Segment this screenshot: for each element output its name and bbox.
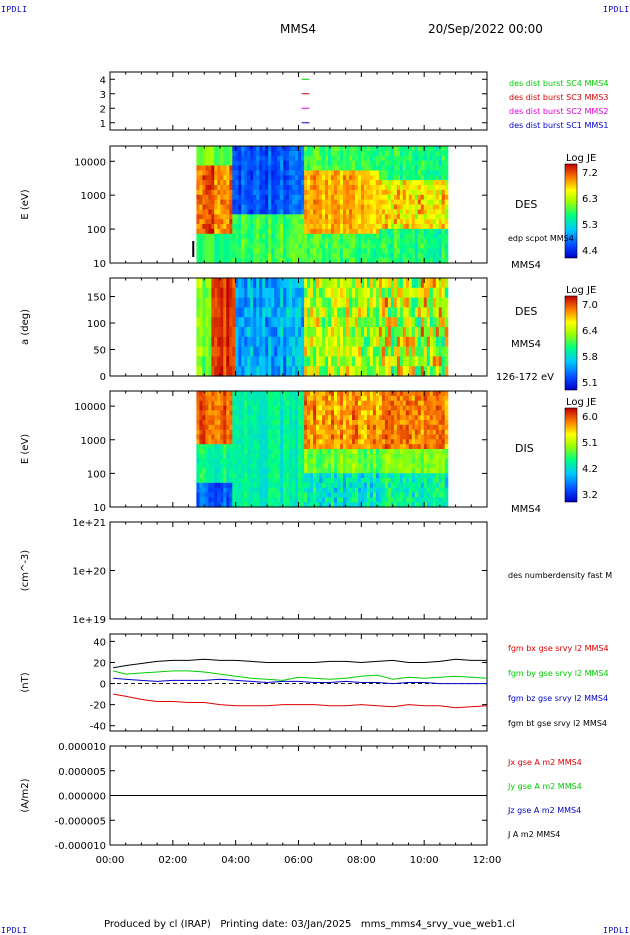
heatmap-cell: [445, 166, 449, 172]
heatmap-cell: [445, 209, 449, 215]
heatmap-cell: [445, 410, 449, 415]
colorbar: [565, 164, 577, 258]
heatmap-cell: [445, 347, 449, 357]
heatmap-cell: [445, 483, 449, 488]
heatmap-cell: [445, 205, 449, 211]
heatmap-cell: [445, 224, 449, 230]
heatmap-cell: [445, 244, 449, 250]
heatmap-cell: [445, 488, 449, 493]
heatmap-cell: [445, 401, 449, 406]
heatmap-cell: [445, 497, 449, 502]
heatmap-cell: [445, 151, 449, 157]
heatmap-cell: [445, 307, 449, 317]
heatmap-cell: [445, 317, 449, 327]
heatmap-cell: [445, 454, 449, 459]
heatmap-cell: [445, 478, 449, 483]
heatmap-cell: [445, 366, 449, 376]
heatmap-cell: [445, 356, 449, 366]
heatmap-cell: [445, 278, 449, 288]
panel-spacecraft-frame: [110, 72, 487, 130]
heatmap-cell: [445, 459, 449, 464]
heatmap-cell: [445, 464, 449, 469]
colorbar: [565, 408, 577, 502]
heatmap-cell: [445, 473, 449, 478]
heatmap-cell: [445, 190, 449, 196]
heatmap-cell: [445, 161, 449, 167]
heatmap-cell: [445, 337, 449, 347]
heatmap-cell: [445, 253, 449, 258]
heatmap-cell: [445, 439, 449, 444]
heatmap-cell: [445, 396, 449, 401]
heatmap-cell: [445, 180, 449, 186]
heatmap-cell: [445, 468, 449, 473]
heatmap-cell: [445, 425, 449, 430]
heatmap-cell: [445, 175, 449, 181]
heatmap-cell: [445, 234, 449, 240]
heatmap-cell: [445, 444, 449, 449]
heatmap-cell: [445, 170, 449, 176]
heatmap-cell: [445, 195, 449, 201]
heatmap-cell: [445, 493, 449, 498]
heatmap-cell: [445, 239, 449, 245]
colorbar: [565, 296, 577, 390]
heatmap-cell: [445, 430, 449, 435]
heatmap-cell: [445, 288, 449, 298]
heatmap-cell: [445, 185, 449, 191]
heatmap-cell: [445, 391, 449, 396]
heatmap-cell: [445, 229, 449, 235]
heatmap-cell: [445, 298, 449, 308]
heatmap-cell: [445, 420, 449, 425]
heatmap-cell: [445, 156, 449, 162]
heatmap-cell: [445, 146, 449, 152]
heatmap-cell: [445, 415, 449, 420]
heatmap-cell: [445, 435, 449, 440]
heatmap-cell: [445, 327, 449, 337]
heatmap-cell: [445, 200, 449, 206]
heatmap-cell: [445, 219, 449, 225]
heatmap-cell: [445, 449, 449, 454]
heatmap-cell: [445, 406, 449, 411]
heatmap-cell: [445, 248, 449, 254]
heatmap-cell: [445, 214, 449, 220]
